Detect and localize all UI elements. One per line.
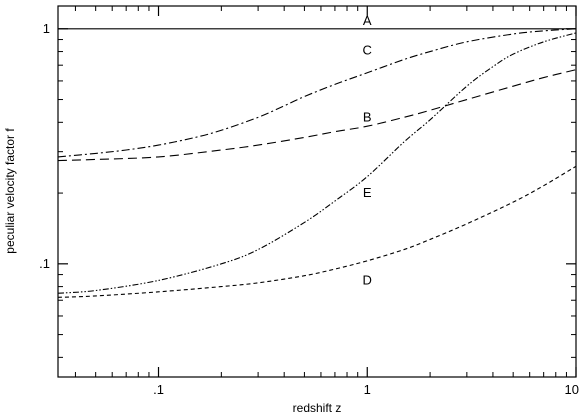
- series-lines: [57, 28, 577, 298]
- series-line-c: [57, 28, 577, 158]
- x-axis-label: redshift z: [293, 401, 342, 415]
- series-line-d: [57, 165, 577, 298]
- x-tick-label: .1: [153, 382, 164, 397]
- series-label-a: A: [363, 13, 372, 28]
- tick-labels: .1 1 10 .1 1: [39, 21, 579, 397]
- plot-frame: [57, 5, 577, 378]
- minor-ticks: [58, 6, 576, 377]
- x-tick-label: 10: [565, 382, 579, 397]
- series-label-c: C: [363, 42, 372, 57]
- series-label-e: E: [363, 185, 372, 200]
- series-line-b: [57, 69, 577, 162]
- y-tick-label: .1: [39, 256, 50, 271]
- x-tick-label: 1: [364, 382, 371, 397]
- series-line-e: [57, 32, 577, 294]
- y-axis-label: peculiar velocity factor f: [3, 128, 17, 254]
- major-ticks: [58, 6, 577, 377]
- y-tick-label: 1: [43, 21, 50, 36]
- series-label-b: B: [363, 109, 372, 124]
- series-labels: AC B E D: [363, 13, 372, 287]
- series-label-d: D: [363, 272, 372, 287]
